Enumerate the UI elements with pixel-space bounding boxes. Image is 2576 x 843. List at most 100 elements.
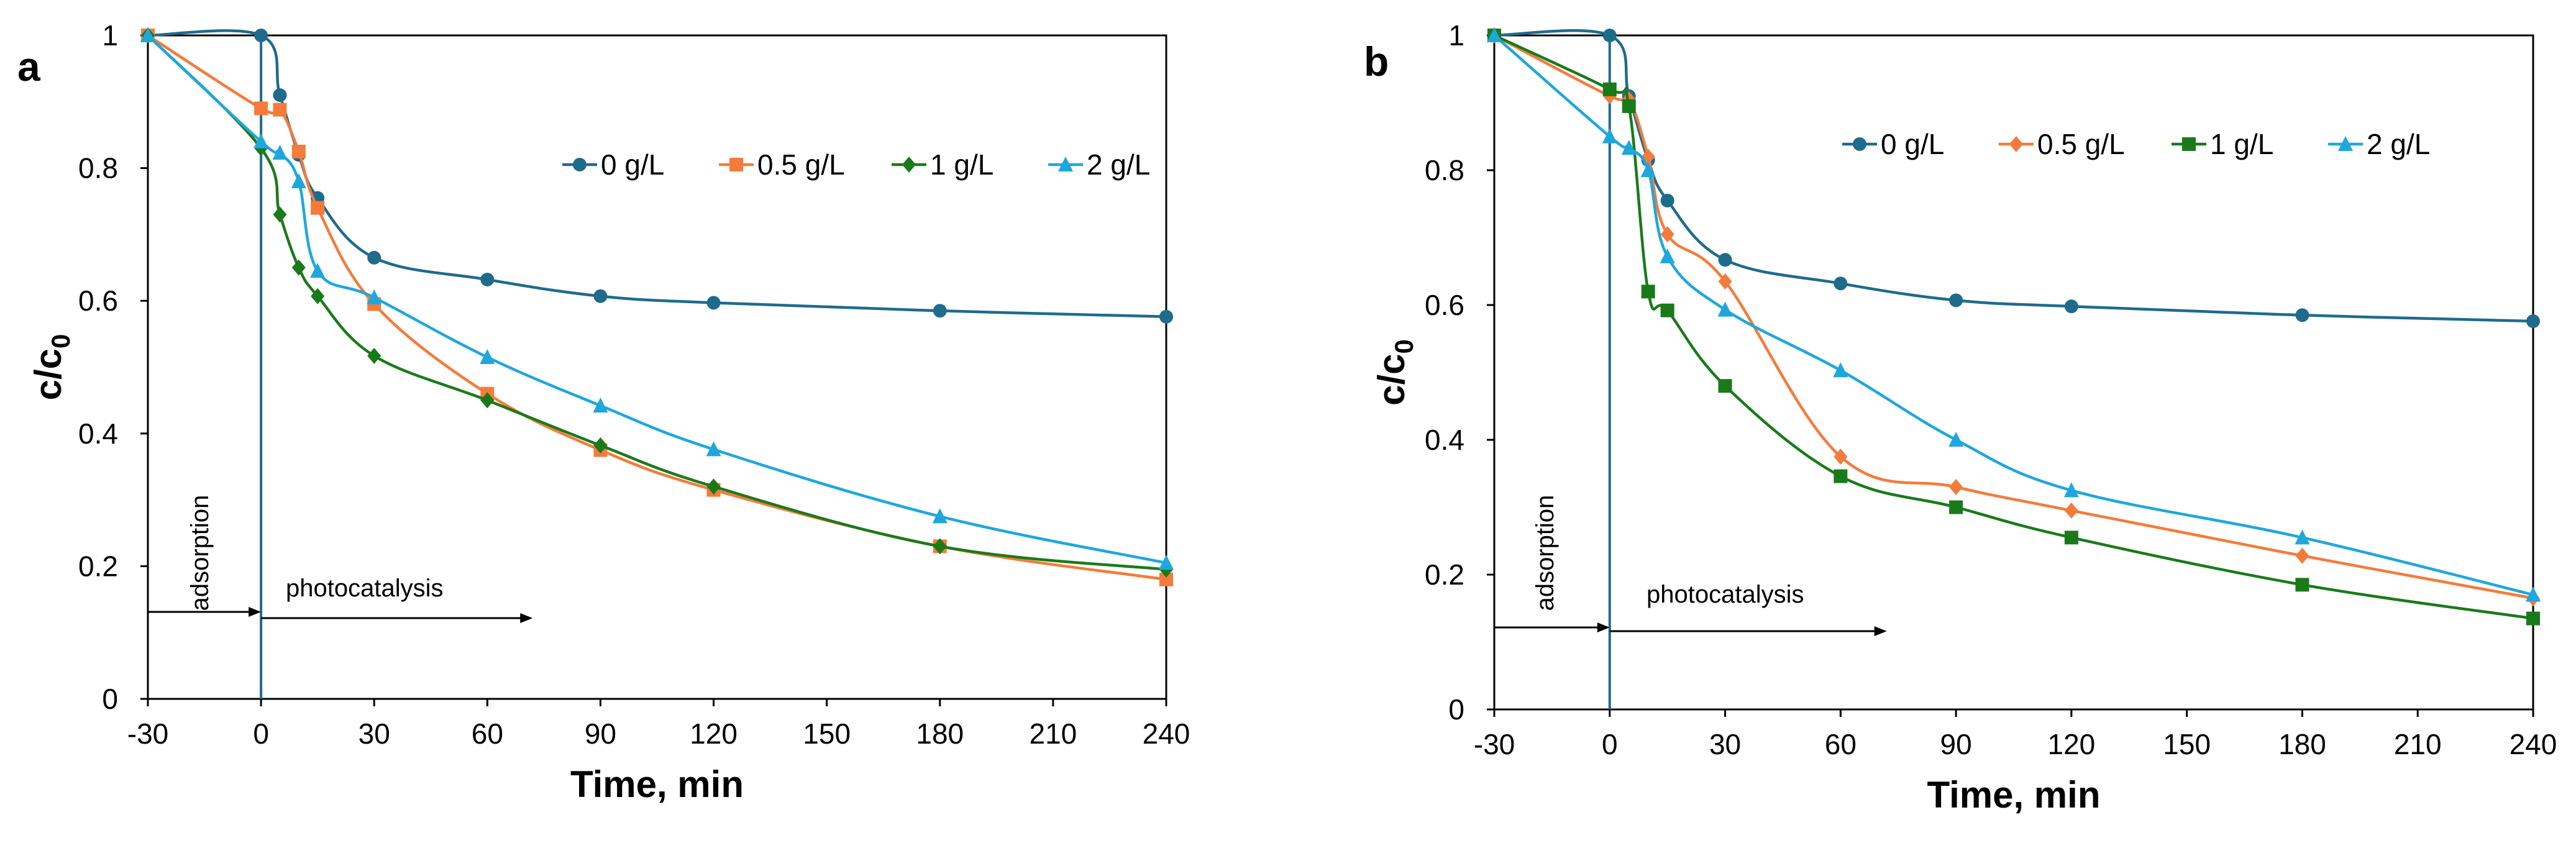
data-point: [1660, 303, 1674, 317]
x-tick-label: 30: [1709, 728, 1741, 760]
data-point: [2526, 314, 2540, 329]
x-tick-label: 150: [2163, 728, 2211, 760]
data-point: [1833, 362, 1848, 378]
data-point: [2295, 578, 2309, 592]
data-point: [1834, 276, 1848, 291]
y-axis-title: c/c0: [27, 334, 75, 401]
data-point: [367, 347, 381, 364]
legend-swatch-marker: [1058, 157, 1073, 171]
data-point: [1949, 293, 1963, 308]
series-0-5-g-l: [141, 29, 1173, 586]
panel-b: b -30 0 30 60 90 120 150 180 210 240 0 0.2 0.4 0.6 0.8 1…: [1364, 19, 2557, 816]
data-point: [1621, 140, 1637, 155]
panel-a: a -30 0 30 60 90 120 150 180 210 240 0 0.2 0.4 0.6 0.8 1…: [17, 19, 1190, 805]
data-point: [2295, 308, 2309, 322]
data-point: [311, 288, 325, 304]
y-tick-label: 0.2: [1425, 558, 1464, 591]
y-tick-label: 0.6: [78, 285, 118, 317]
y-axis-title: c/c0: [1371, 339, 1418, 406]
y-axis-title-subscript: 0: [1389, 339, 1418, 353]
y-tick-label: 0.2: [78, 550, 118, 582]
y-axis-title-main: c/c: [1371, 353, 1412, 405]
photocatalysis-arrow-head: [1874, 626, 1887, 636]
data-point: [1159, 572, 1173, 586]
x-tick-label: 120: [2048, 728, 2096, 760]
y-tick-label: 1: [1448, 19, 1464, 52]
x-tick-label: 0: [1602, 728, 1618, 760]
data-point: [1159, 309, 1173, 324]
data-point: [1602, 29, 1617, 42]
legend-label: 0.5 g/L: [2037, 128, 2125, 160]
data-point: [480, 273, 495, 287]
data-point: [1717, 301, 1733, 317]
data-point: [1602, 128, 1617, 144]
data-point: [1718, 273, 1732, 290]
series-line: [147, 34, 1167, 571]
data-point: [932, 508, 948, 524]
data-point: [1487, 27, 1502, 42]
series-line: [1493, 34, 2534, 596]
data-point: [254, 29, 268, 42]
legend-swatch-marker: [729, 158, 743, 171]
x-tick-label: 90: [585, 718, 616, 750]
legend-swatch-marker: [2182, 137, 2196, 151]
data-point: [1660, 193, 1674, 207]
x-tick-label: 90: [1940, 728, 1972, 760]
legend-item: 1 g/L: [2172, 128, 2273, 160]
data-point: [1622, 99, 1636, 113]
data-point: [593, 397, 608, 412]
data-point: [273, 88, 287, 103]
x-tick-label: 210: [1030, 718, 1077, 750]
series-1-g-l: [141, 27, 1173, 578]
data-point: [1159, 555, 1174, 570]
x-tick-label: 0: [253, 718, 269, 750]
data-point: [933, 538, 947, 555]
data-point: [1718, 253, 1732, 267]
data-point: [2526, 611, 2540, 626]
series-line: [147, 29, 1167, 319]
photocatalysis-label: photocatalysis: [1647, 581, 1804, 608]
x-tick-label: 240: [2510, 728, 2557, 760]
series-0-g-l: [1487, 29, 2540, 329]
legend-item: 2 g/L: [2328, 128, 2430, 160]
y-tick-label: 1: [102, 19, 118, 52]
series-1-g-l: [1487, 29, 2540, 626]
data-point: [1660, 248, 1675, 263]
y-tick-label: 0: [1448, 693, 1464, 726]
data-point: [2063, 482, 2079, 498]
legend-label: 0.5 g/L: [757, 148, 845, 181]
data-point: [2064, 531, 2078, 545]
x-tick-label: 60: [1825, 728, 1857, 760]
data-point: [1949, 500, 1963, 514]
data-point: [1640, 162, 1656, 177]
data-point: [2064, 502, 2078, 519]
x-axis-title: Time, min: [1927, 774, 2101, 816]
panel-label: a: [17, 43, 41, 89]
legend-label: 1 g/L: [2210, 128, 2273, 160]
data-point: [273, 206, 287, 223]
x-tick-label: 210: [2394, 728, 2442, 760]
photocatalysis-label: photocatalysis: [286, 575, 443, 602]
x-tick-label: 60: [472, 718, 503, 750]
y-tick-label: 0.8: [78, 152, 118, 185]
data-point: [1641, 285, 1655, 299]
data-point: [367, 250, 381, 265]
data-point: [706, 296, 721, 310]
y-tick-label: 0.6: [1425, 289, 1464, 321]
y-tick-label: 0.8: [1425, 154, 1464, 186]
legend-item: 2 g/L: [1048, 148, 1150, 181]
y-axis-title-main: c/c: [27, 349, 69, 400]
legend-swatch-marker: [573, 158, 587, 171]
series-2-g-l: [1487, 27, 2541, 602]
y-tick-label: 0.4: [78, 417, 118, 450]
data-point: [254, 101, 268, 116]
data-point: [367, 289, 382, 304]
adsorption-label: adsorption: [1532, 495, 1559, 611]
y-axis-title-subscript: 0: [46, 334, 75, 349]
adsorption-arrow-head: [1597, 622, 1610, 632]
legend-label: 0 g/L: [601, 148, 664, 181]
data-point: [593, 437, 608, 454]
legend-swatch-marker: [2338, 136, 2353, 151]
legend-swatch-marker: [2009, 136, 2023, 152]
data-point: [273, 103, 287, 117]
